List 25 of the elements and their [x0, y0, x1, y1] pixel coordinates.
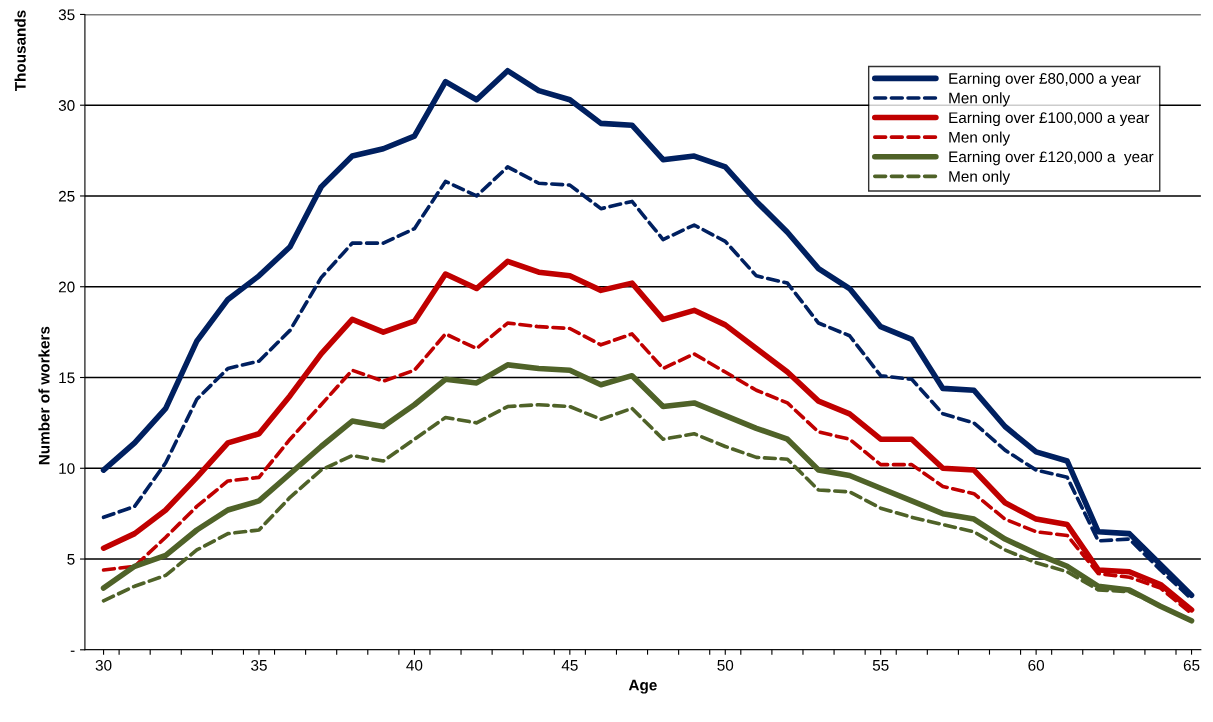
x-tick-label: 65 [1183, 659, 1200, 671]
legend-label: Men only [949, 131, 1011, 146]
y-tick-label: 35 [58, 9, 75, 21]
y-tick-label: - [70, 650, 75, 652]
y-tick-label: 20 [58, 281, 75, 293]
x-tick-label: 55 [872, 660, 889, 671]
legend-label: Earning over £120,000 a year [949, 151, 1154, 166]
y-tick-label: 15 [59, 372, 75, 384]
x-axis-title: Age [628, 679, 657, 694]
legend-label: Men only [949, 170, 1011, 185]
x-tick-label: 60 [1028, 659, 1045, 671]
y2-axis-title: Thousands [14, 10, 26, 92]
x-tick-label: 50 [717, 659, 734, 671]
x-tick-label: 35 [251, 659, 267, 671]
y-tick-label: 5 [67, 554, 75, 565]
legend-label: Men only [949, 92, 1011, 107]
x-tick-label: 40 [406, 659, 423, 671]
legend-label: Earning over £80,000 a year [949, 72, 1141, 87]
y-axis-title: Number of workers [38, 326, 50, 465]
legend-label: Earning over £100,000 a year [949, 111, 1150, 127]
x-tick-label: 45 [561, 660, 578, 671]
x-tick-label: 30 [95, 659, 112, 671]
y-tick-label: 30 [58, 100, 75, 111]
y-tick-label: 10 [59, 463, 75, 474]
y-tick-label: 25 [58, 190, 75, 202]
